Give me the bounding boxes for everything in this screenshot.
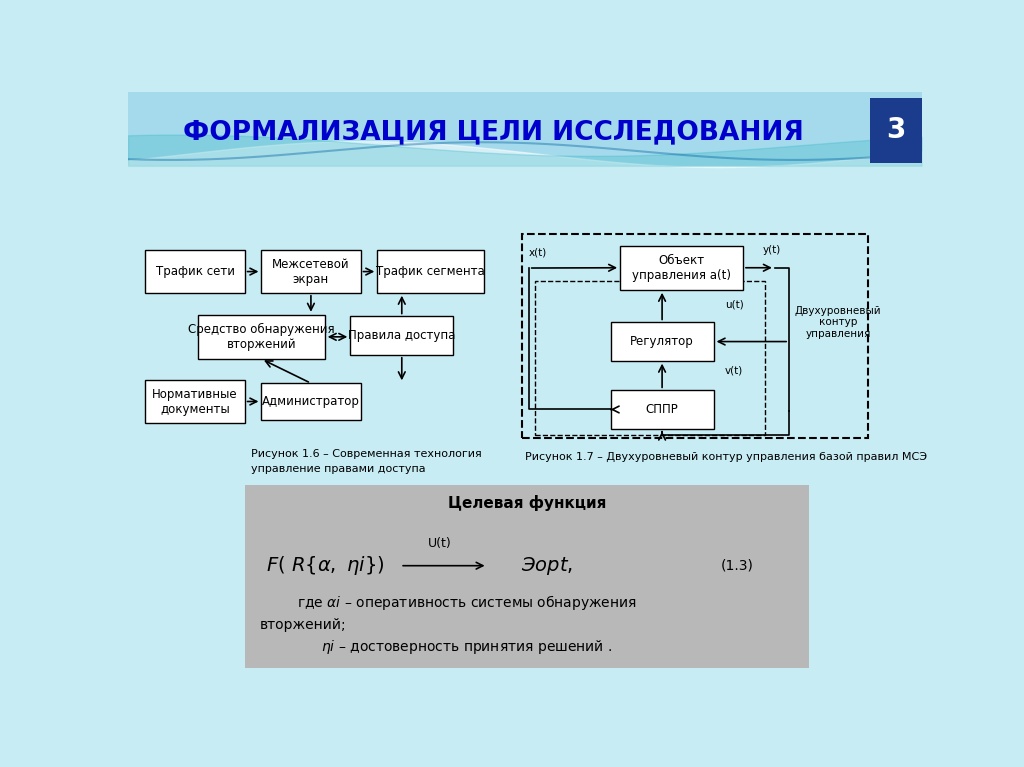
Text: $\mathit{\eta i}$ – достоверность принятия решений .: $\mathit{\eta i}$ – достоверность принят… bbox=[321, 637, 612, 656]
Bar bbox=[246, 485, 809, 668]
Bar bbox=[128, 92, 922, 166]
Bar bbox=[145, 380, 245, 423]
Text: где $\mathit{\alpha i}$ – оперативность системы обнаружения: где $\mathit{\alpha i}$ – оперативность … bbox=[297, 593, 637, 612]
Bar bbox=[145, 250, 245, 293]
Text: Межсетевой
экран: Межсетевой экран bbox=[272, 258, 350, 285]
Text: Регулятор: Регулятор bbox=[630, 335, 694, 348]
Text: Рисунок 1.7 – Двухуровневый контур управления базой правил МСЭ: Рисунок 1.7 – Двухуровневый контур управ… bbox=[524, 453, 927, 463]
Bar bbox=[522, 234, 867, 437]
Text: Администратор: Администратор bbox=[262, 395, 359, 408]
Bar bbox=[870, 98, 922, 163]
Text: v(t): v(t) bbox=[725, 366, 743, 376]
Text: Правила доступа: Правила доступа bbox=[348, 329, 456, 342]
Bar bbox=[198, 314, 325, 359]
Bar bbox=[377, 250, 484, 293]
Text: y(t): y(t) bbox=[763, 245, 781, 255]
Text: U(t): U(t) bbox=[428, 537, 452, 550]
Text: вторжений;: вторжений; bbox=[260, 617, 346, 632]
Bar bbox=[261, 384, 360, 420]
Bar bbox=[610, 390, 714, 429]
Text: $\mathit{F(\ R\{\alpha,\ \eta i\})}$: $\mathit{F(\ R\{\alpha,\ \eta i\})}$ bbox=[265, 555, 384, 578]
Text: 3: 3 bbox=[887, 117, 906, 144]
Bar bbox=[261, 250, 360, 293]
Text: Нормативные
документы: Нормативные документы bbox=[153, 387, 238, 416]
Text: Трафик сегмента: Трафик сегмента bbox=[377, 265, 485, 278]
Text: Объект
управления a(t): Объект управления a(t) bbox=[632, 254, 731, 281]
Text: (1.3): (1.3) bbox=[721, 558, 754, 573]
Text: u(t): u(t) bbox=[725, 299, 743, 309]
Text: Целевая функция: Целевая функция bbox=[447, 495, 606, 511]
Text: СППР: СППР bbox=[646, 403, 679, 416]
Text: $\mathit{Эopt,}$: $\mathit{Эopt,}$ bbox=[521, 555, 573, 577]
Bar bbox=[536, 281, 765, 435]
Text: Средство обнаружения
вторжений: Средство обнаружения вторжений bbox=[188, 323, 335, 351]
Bar bbox=[610, 322, 714, 360]
Text: ФОРМАЛИЗАЦИЯ ЦЕЛИ ИССЛЕДОВАНИЯ: ФОРМАЛИЗАЦИЯ ЦЕЛИ ИССЛЕДОВАНИЯ bbox=[182, 119, 804, 145]
Bar bbox=[350, 317, 454, 355]
Text: Трафик сети: Трафик сети bbox=[156, 265, 234, 278]
Text: Двухуровневый
контур
управления: Двухуровневый контур управления bbox=[795, 306, 882, 339]
Bar bbox=[620, 245, 743, 290]
Text: Рисунок 1.6 – Современная технология: Рисунок 1.6 – Современная технология bbox=[251, 449, 481, 459]
Text: управление правами доступа: управление правами доступа bbox=[251, 464, 426, 474]
Text: x(t): x(t) bbox=[528, 248, 547, 258]
